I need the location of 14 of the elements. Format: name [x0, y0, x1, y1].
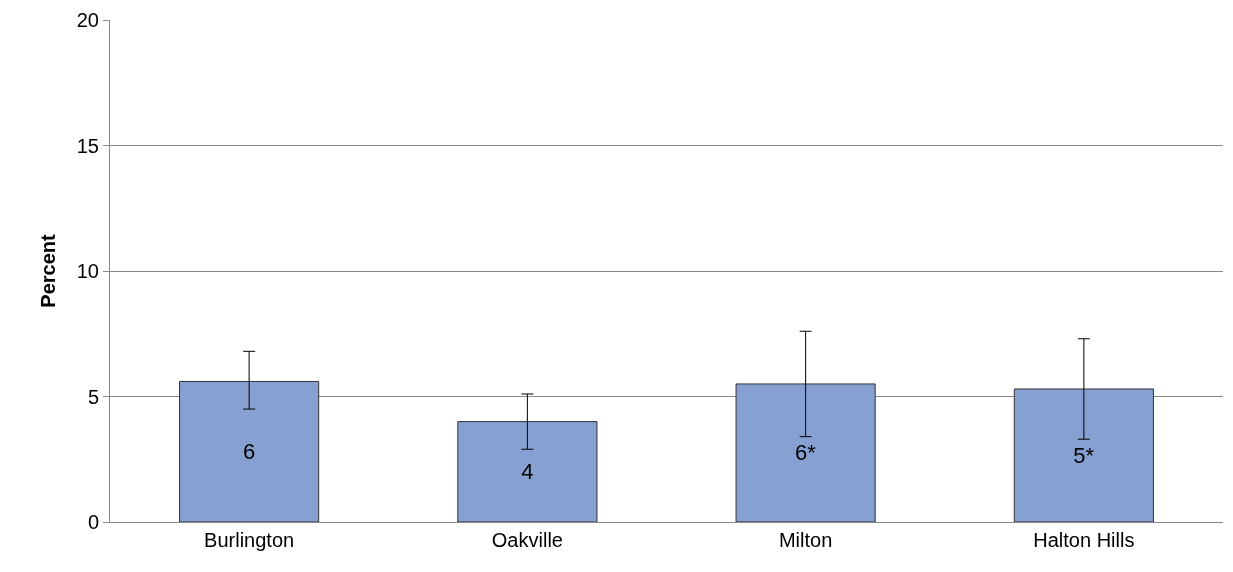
y-tick-label: 0 — [87, 511, 99, 533]
data-label: 6 — [243, 439, 256, 465]
data-label: 6* — [795, 440, 817, 466]
y-axis-title: Percent — [37, 233, 60, 308]
y-tick-label: 15 — [76, 134, 99, 157]
x-tick-label: Halton Hills — [1033, 529, 1135, 551]
x-tick-label: Oakville — [491, 529, 563, 551]
y-tick-label: 10 — [76, 260, 99, 282]
x-tick-label: Milton — [778, 529, 833, 551]
y-tick-label: 20 — [76, 9, 99, 31]
data-label: 4 — [521, 459, 534, 485]
x-tick-label: Burlington — [204, 529, 295, 551]
data-label: 5* — [1073, 442, 1095, 468]
y-tick-label: 5 — [87, 385, 99, 408]
